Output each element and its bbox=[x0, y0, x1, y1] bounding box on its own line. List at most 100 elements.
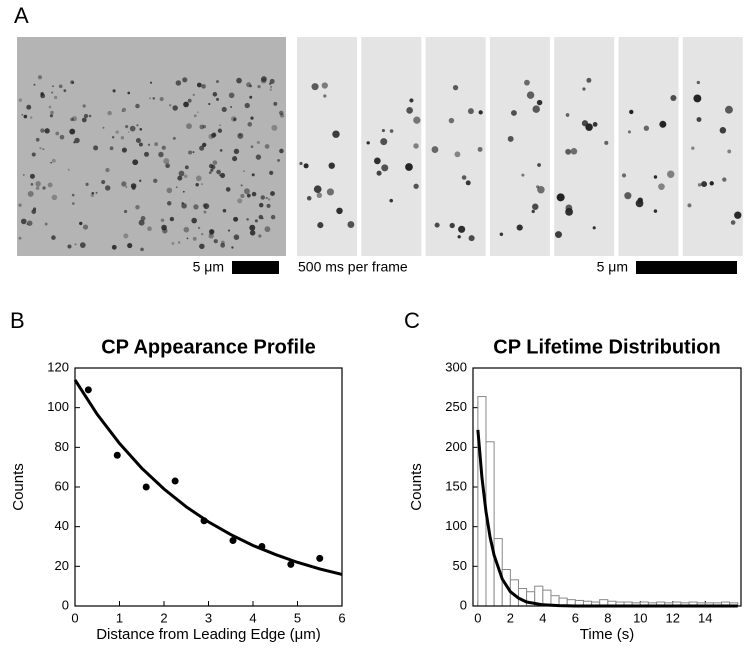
speckle bbox=[147, 226, 152, 232]
speckle bbox=[313, 185, 322, 194]
panel-label: A bbox=[14, 3, 29, 28]
speckle bbox=[195, 183, 199, 187]
speckle bbox=[326, 188, 335, 196]
y-tick-label: 120 bbox=[47, 359, 69, 374]
speckle bbox=[653, 209, 658, 213]
speckle bbox=[50, 110, 54, 115]
speckle bbox=[191, 217, 197, 224]
speckle bbox=[159, 96, 164, 102]
speckle bbox=[169, 216, 175, 222]
speckle bbox=[250, 145, 254, 149]
speckle bbox=[63, 89, 67, 93]
speckle bbox=[373, 157, 381, 165]
speckle bbox=[171, 241, 175, 245]
speckle bbox=[140, 247, 144, 252]
x-tick-label: 10 bbox=[633, 610, 647, 625]
y-tick-label: 80 bbox=[55, 439, 69, 454]
speckle bbox=[643, 125, 650, 131]
speckle bbox=[202, 124, 207, 129]
speckle bbox=[139, 179, 142, 182]
speckle bbox=[524, 79, 530, 86]
speckle bbox=[243, 188, 250, 195]
speckle bbox=[478, 110, 483, 115]
speckle bbox=[71, 193, 75, 197]
speckle bbox=[161, 224, 167, 231]
speckle bbox=[123, 209, 128, 214]
speckle bbox=[69, 128, 76, 135]
speckle bbox=[154, 142, 159, 147]
y-tick-label: 40 bbox=[55, 518, 69, 533]
speckle bbox=[249, 95, 253, 99]
speckle bbox=[271, 124, 278, 131]
speckle bbox=[166, 187, 173, 194]
speckle bbox=[243, 170, 245, 172]
speckle bbox=[260, 195, 266, 200]
speckle bbox=[216, 97, 220, 101]
speckle bbox=[127, 242, 133, 249]
speckle bbox=[55, 131, 60, 136]
speckle bbox=[556, 193, 565, 202]
x-axis-label: Time (s) bbox=[580, 626, 634, 643]
speckle bbox=[199, 145, 205, 151]
speckle bbox=[212, 92, 218, 97]
speckle bbox=[33, 83, 36, 86]
speckle bbox=[177, 175, 183, 181]
speckle bbox=[270, 214, 276, 220]
speckle bbox=[230, 116, 237, 122]
speckle bbox=[653, 175, 658, 179]
speckle bbox=[121, 107, 127, 112]
speckle bbox=[79, 221, 83, 226]
speckle bbox=[201, 84, 206, 89]
speckle bbox=[257, 84, 261, 89]
speckle bbox=[203, 210, 207, 214]
x-tick-label: 4 bbox=[249, 610, 256, 625]
speckle bbox=[266, 203, 271, 208]
data-point bbox=[287, 560, 295, 568]
speckle bbox=[123, 233, 129, 239]
speckle bbox=[74, 137, 80, 144]
cell-image bbox=[17, 37, 286, 256]
speckle bbox=[202, 142, 207, 148]
speckle bbox=[521, 173, 525, 177]
speckle bbox=[121, 110, 124, 113]
scale-bar bbox=[636, 261, 737, 274]
speckle bbox=[691, 146, 695, 150]
speckle bbox=[254, 219, 258, 223]
speckle bbox=[269, 88, 273, 91]
speckle bbox=[93, 145, 99, 151]
speckle bbox=[659, 120, 667, 128]
speckle bbox=[111, 136, 115, 139]
speckle bbox=[71, 202, 75, 205]
speckle bbox=[240, 184, 243, 187]
speckle bbox=[74, 243, 77, 246]
speckle bbox=[270, 191, 275, 196]
frame-image bbox=[489, 37, 550, 256]
speckle bbox=[554, 231, 562, 239]
speckle bbox=[507, 135, 514, 142]
speckle bbox=[32, 207, 37, 211]
speckle bbox=[39, 147, 42, 150]
speckle bbox=[621, 173, 627, 178]
speckle bbox=[52, 85, 54, 87]
speckle bbox=[18, 203, 22, 207]
speckle bbox=[323, 94, 327, 98]
speckle bbox=[27, 190, 34, 197]
speckle bbox=[183, 101, 189, 108]
speckle bbox=[303, 163, 309, 169]
speckle bbox=[29, 173, 35, 179]
speckle bbox=[565, 204, 573, 212]
speckle bbox=[220, 242, 226, 248]
x-tick-label: 2 bbox=[507, 610, 514, 625]
speckle bbox=[48, 105, 52, 109]
speckle bbox=[249, 230, 256, 236]
speckle bbox=[273, 101, 278, 106]
speckle bbox=[18, 98, 23, 102]
speckle bbox=[232, 156, 238, 162]
speckle bbox=[532, 105, 540, 113]
speckle bbox=[730, 220, 736, 225]
data-point bbox=[113, 451, 121, 459]
speckle bbox=[18, 236, 22, 240]
speckle bbox=[127, 131, 130, 133]
speckle bbox=[158, 151, 164, 158]
